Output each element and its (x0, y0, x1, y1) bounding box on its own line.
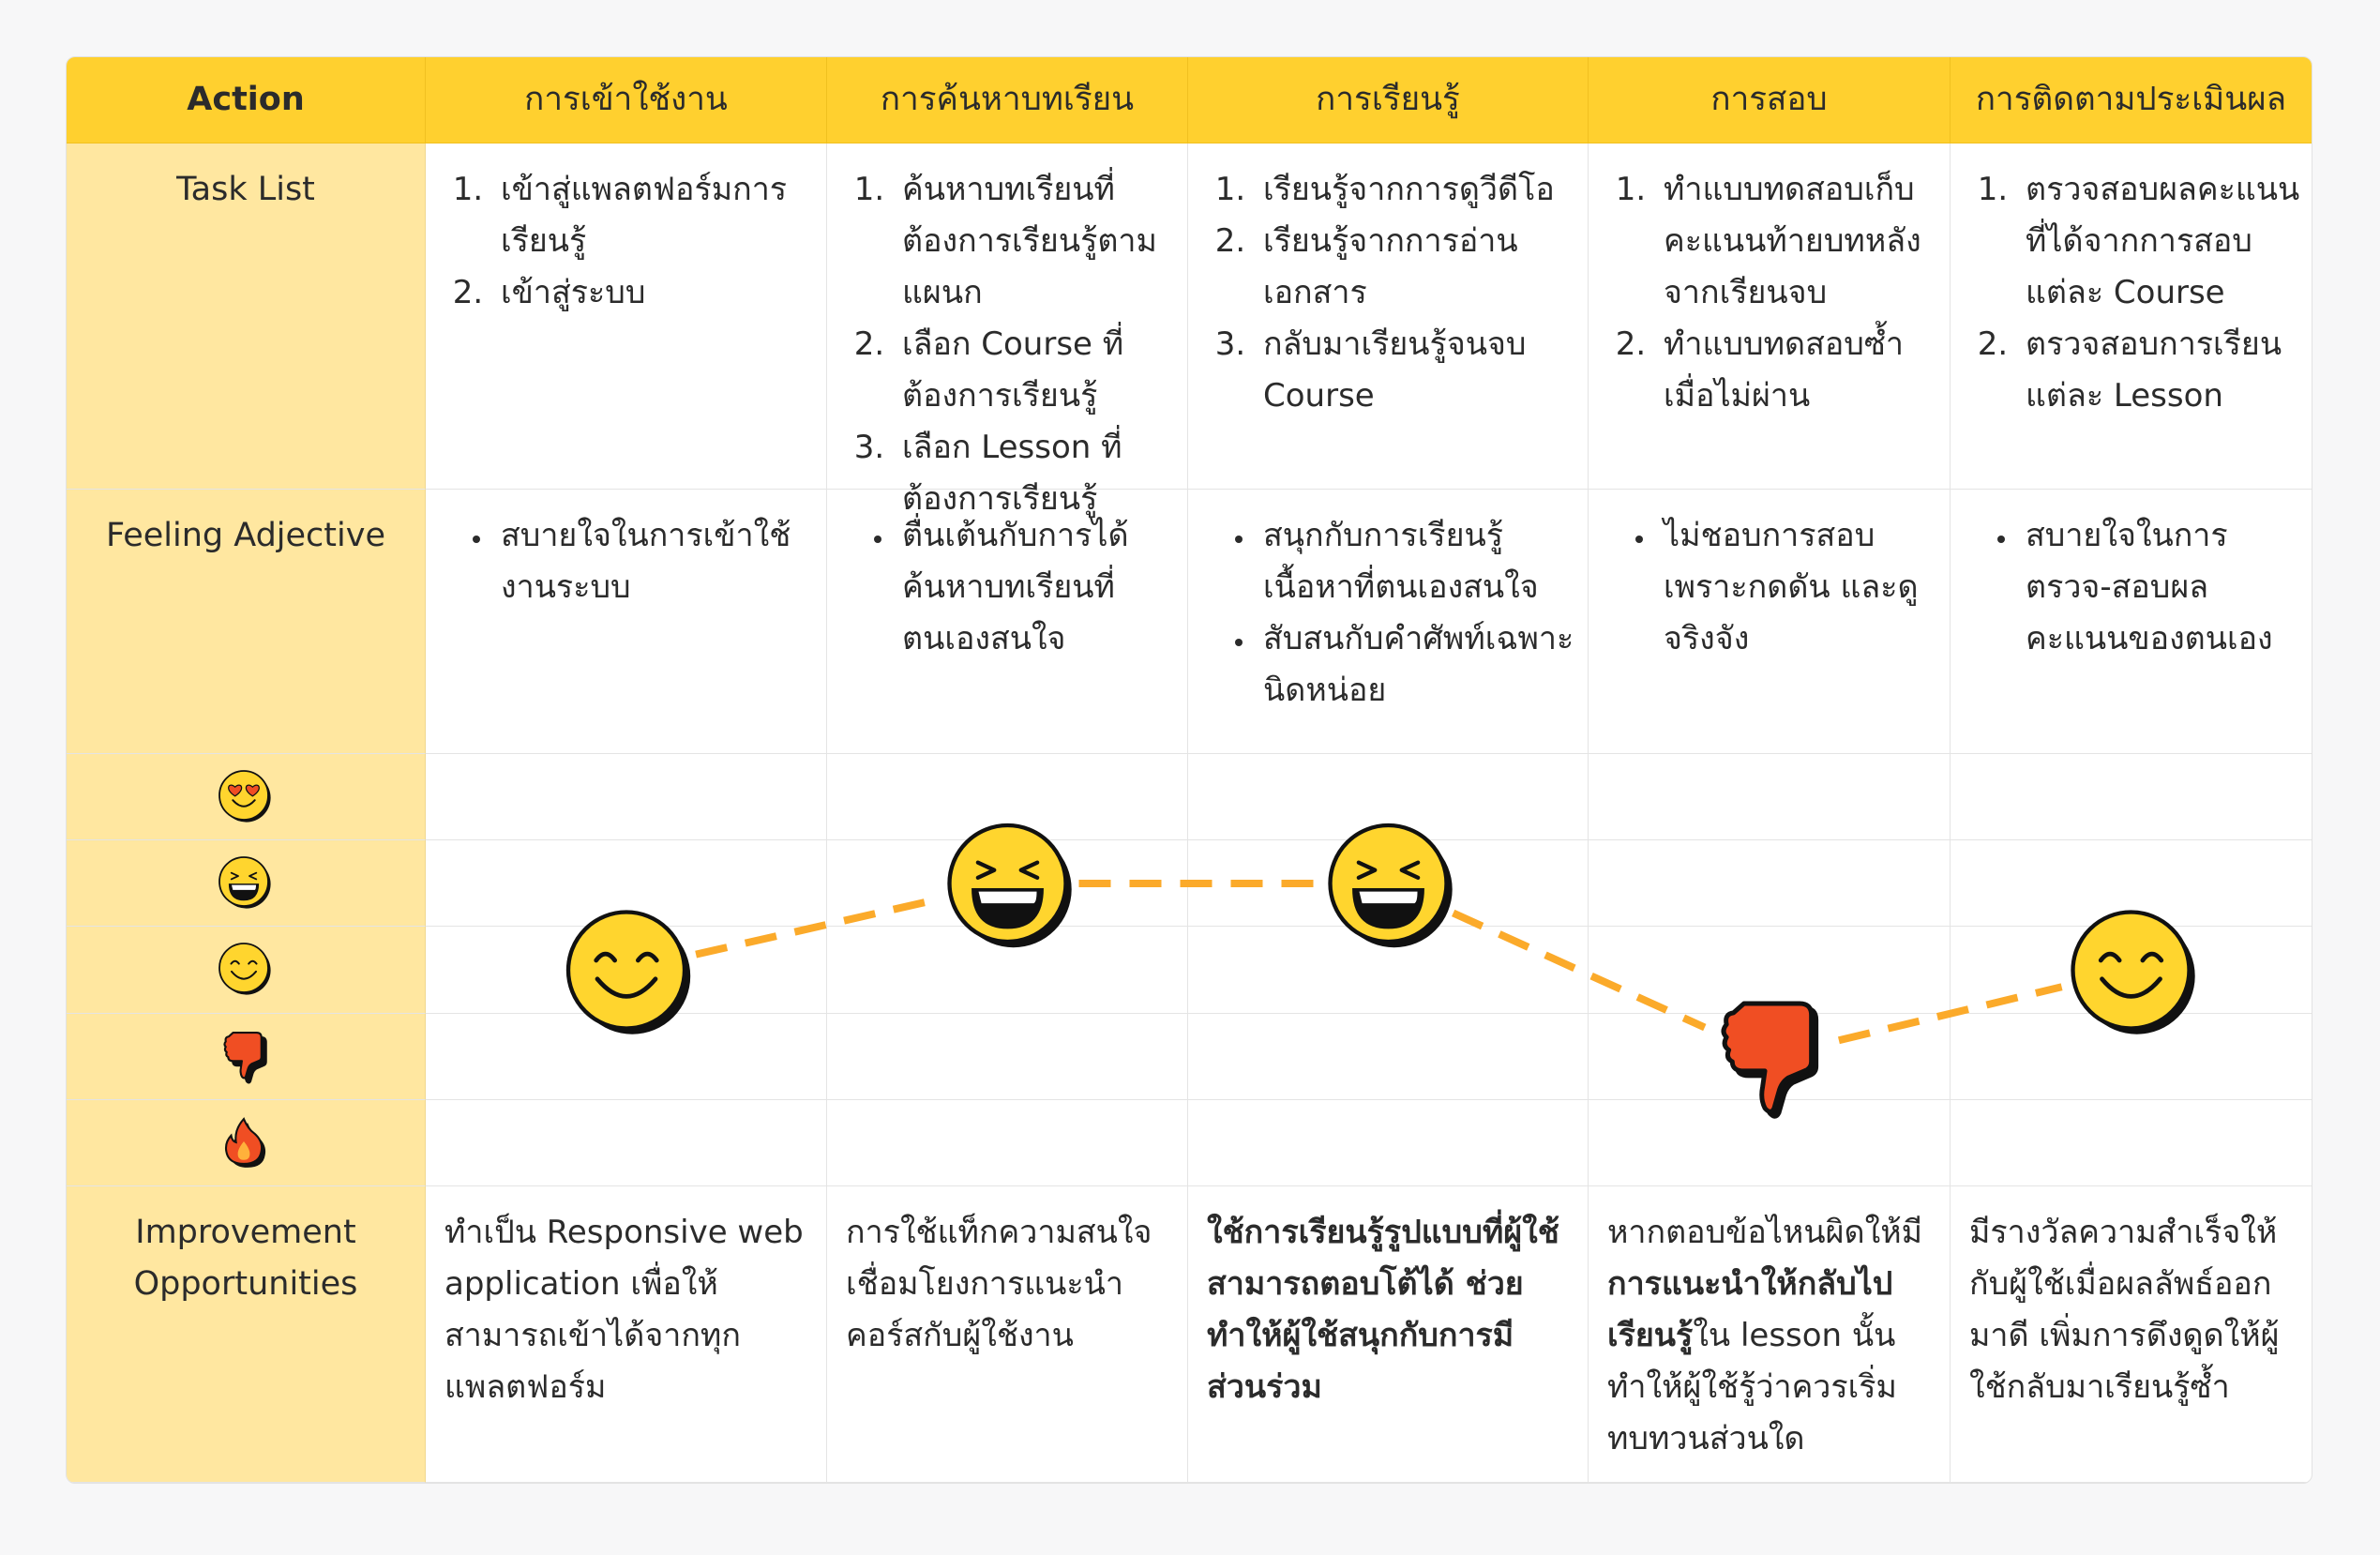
header-stage-2: การค้นหาบทเรียน (827, 57, 1188, 143)
task-item: เรียนรู้จากการอ่านเอกสาร (1256, 216, 1578, 319)
feeling-list: ไม่ชอบการสอบเพราะกดดัน และดูจริงจัง (1589, 490, 1950, 665)
improvement-text: ทำเป็น Responsive web application เพื่อใ… (444, 1214, 804, 1406)
task-list: ค้นหาบทเรียนที่ต้องการเรียนรู้ตามแผนกเลื… (827, 143, 1187, 525)
row-label-feeling: Feeling Adjective (67, 490, 426, 754)
fire-icon (224, 1116, 266, 1168)
improvement-text: ใช้การเรียนรู้รูปแบบที่ผู้ใช้สามารถตอบโต… (1207, 1214, 1559, 1406)
journey-grid: Action การเข้าใช้งาน การค้นหาบทเรียน การเรี… (67, 57, 2312, 1483)
emotion-grid-cell (426, 840, 827, 927)
emotion-grid-cell (426, 927, 827, 1014)
task-item: ตรวจสอบการเรียนแต่ละ Lesson (2018, 319, 2302, 422)
feeling-cell: ไม่ชอบการสอบเพราะกดดัน และดูจริงจัง (1589, 490, 1951, 754)
task-list-cell: เรียนรู้จากการดูวีดีโอเรียนรู้จากการอ่าน… (1188, 143, 1589, 490)
emotion-scale-heart-eyes (67, 754, 426, 840)
task-item: เลือก Course ที่ต้องการเรียนรู้ (895, 319, 1178, 422)
task-list-cell: ค้นหาบทเรียนที่ต้องการเรียนรู้ตามแผนกเลื… (827, 143, 1188, 518)
heart-eyes-icon (218, 769, 271, 823)
smiling-icon (218, 943, 271, 995)
improvement-text: การแนะนำให้กลับไปเรียนรู้ (1607, 1265, 1893, 1354)
row-label-task-list: Task List (67, 143, 426, 490)
task-list-cell: ตรวจสอบผลคะแนนที่ได้จากการสอบแต่ละ Cours… (1951, 143, 2312, 490)
feeling-item: สับสนกับคำศัพท์เฉพาะนิดหน่อย (1256, 613, 1578, 717)
emotion-grid-cell (1951, 1014, 2312, 1100)
feeling-item: สบายใจในการเข้าใช้งานระบบ (493, 510, 817, 613)
feeling-list: สบายใจในการเข้าใช้งานระบบ (426, 490, 826, 613)
emotion-grid-cell (1589, 1100, 1951, 1186)
improvement-text: หากตอบข้อไหนผิดให้มี (1607, 1214, 1923, 1251)
header-stage-1: การเข้าใช้งาน (426, 57, 827, 143)
task-item: ค้นหาบทเรียนที่ต้องการเรียนรู้ตามแผนก (895, 164, 1178, 319)
feeling-item: สบายใจในการตรวจ-สอบผลคะแนนของตนเอง (2018, 510, 2302, 665)
feeling-cell: ตื่นเต้นกับการได้ค้นหาบทเรียนที่ตนเองสนใ… (827, 490, 1188, 754)
thumbs-down-icon (223, 1031, 267, 1083)
task-item: เข้าสู่แพลตฟอร์มการเรียนรู้ (493, 164, 817, 267)
emotion-grid-cell (827, 1100, 1188, 1186)
emotion-grid-cell (1188, 754, 1589, 840)
emotion-grid-cell (426, 754, 827, 840)
emotion-scale-smiling (67, 927, 426, 1014)
emotion-grid-cell (827, 754, 1188, 840)
header-stage-3: การเรียนรู้ (1188, 57, 1589, 143)
emotion-grid-cell (1589, 1014, 1951, 1100)
header-stage-4: การสอบ (1589, 57, 1951, 143)
customer-journey-map: Action การเข้าใช้งาน การค้นหาบทเรียน การเรี… (66, 56, 2312, 1484)
task-list: ทำแบบทดสอบเก็บคะแนนท้ายบทหลังจากเรียนจบท… (1589, 143, 1950, 422)
emotion-grid-cell (827, 1014, 1188, 1100)
task-list-cell: ทำแบบทดสอบเก็บคะแนนท้ายบทหลังจากเรียนจบท… (1589, 143, 1951, 490)
emotion-grid-cell (1188, 840, 1589, 927)
feeling-list: สบายใจในการตรวจ-สอบผลคะแนนของตนเอง (1951, 490, 2312, 665)
task-list: เรียนรู้จากการดูวีดีโอเรียนรู้จากการอ่าน… (1188, 143, 1588, 422)
emotion-scale-fire (67, 1100, 426, 1186)
feeling-list: สนุกกับการเรียนรู้เนื้อหาที่ตนเองสนใจสับ… (1188, 490, 1588, 717)
emotion-grid-cell (827, 840, 1188, 927)
feeling-cell: สบายใจในการเข้าใช้งานระบบ (426, 490, 827, 754)
header-stage-5: การติดตามประเมินผล (1951, 57, 2312, 143)
improvement-cell: มีรางวัลความสำเร็จให้กับผู้ใช้เมื่อผลลัพ… (1951, 1186, 2312, 1483)
improvement-text: การใช้แท็กความสนใจเชื่อมโยงการแนะนำคอร์ส… (846, 1214, 1152, 1354)
emotion-grid-cell (1188, 927, 1589, 1014)
task-item: กลับมาเรียนรู้จนจบ Course (1256, 319, 1578, 422)
feeling-item: ตื่นเต้นกับการได้ค้นหาบทเรียนที่ตนเองสนใ… (895, 510, 1178, 665)
laughing-icon (218, 855, 271, 909)
emotion-grid-cell (1951, 1100, 2312, 1186)
emotion-grid-cell (1951, 927, 2312, 1014)
emotion-grid-cell (827, 927, 1188, 1014)
emotion-scale-laughing (67, 840, 426, 927)
feeling-cell: สนุกกับการเรียนรู้เนื้อหาที่ตนเองสนใจสับ… (1188, 490, 1589, 754)
task-item: ตรวจสอบผลคะแนนที่ได้จากการสอบแต่ละ Cours… (2018, 164, 2302, 319)
emotion-grid-cell (1188, 1100, 1589, 1186)
improvement-text: มีรางวัลความสำเร็จให้กับผู้ใช้เมื่อผลลัพ… (1969, 1214, 2280, 1406)
improvement-text: ใน lesson นั้น ทำให้ผู้ใช้รู้ว่าควรเริ่ม… (1607, 1317, 1897, 1457)
task-item: เลือก Lesson ที่ต้องการเรียนรู้ (895, 422, 1178, 525)
emotion-grid-cell (1188, 1014, 1589, 1100)
task-list: ตรวจสอบผลคะแนนที่ได้จากการสอบแต่ละ Cours… (1951, 143, 2312, 422)
task-list-cell: เข้าสู่แพลตฟอร์มการเรียนรู้เข้าสู่ระบบ (426, 143, 827, 490)
header-action: Action (67, 57, 426, 143)
feeling-item: สนุกกับการเรียนรู้เนื้อหาที่ตนเองสนใจ (1256, 510, 1578, 613)
task-list: เข้าสู่แพลตฟอร์มการเรียนรู้เข้าสู่ระบบ (426, 143, 826, 319)
emotion-grid-cell (426, 1014, 827, 1100)
task-item: ทำแบบทดสอบเก็บคะแนนท้ายบทหลังจากเรียนจบ (1656, 164, 1940, 319)
emotion-grid-cell (1589, 754, 1951, 840)
emotion-grid-cell (1951, 840, 2312, 927)
emotion-grid-cell (426, 1100, 827, 1186)
task-item: เรียนรู้จากการดูวีดีโอ (1256, 164, 1578, 216)
improvement-cell: ทำเป็น Responsive web application เพื่อใ… (426, 1186, 827, 1483)
feeling-item: ไม่ชอบการสอบเพราะกดดัน และดูจริงจัง (1656, 510, 1940, 665)
emotion-grid-cell (1589, 927, 1951, 1014)
improvement-cell: การใช้แท็กความสนใจเชื่อมโยงการแนะนำคอร์ส… (827, 1186, 1188, 1483)
emotion-grid-cell (1589, 840, 1951, 927)
task-item: ทำแบบทดสอบซ้ำเมื่อไม่ผ่าน (1656, 319, 1940, 422)
emotion-grid-cell (1951, 754, 2312, 840)
improvement-cell: ใช้การเรียนรู้รูปแบบที่ผู้ใช้สามารถตอบโต… (1188, 1186, 1589, 1483)
emotion-scale-thumbs-down (67, 1014, 426, 1100)
feeling-cell: สบายใจในการตรวจ-สอบผลคะแนนของตนเอง (1951, 490, 2312, 754)
row-label-improvement: Improvement Opportunities (67, 1186, 426, 1483)
feeling-list: ตื่นเต้นกับการได้ค้นหาบทเรียนที่ตนเองสนใ… (827, 490, 1187, 665)
task-item: เข้าสู่ระบบ (493, 267, 817, 319)
improvement-cell: หากตอบข้อไหนผิดให้มี การแนะนำให้กลับไปเร… (1589, 1186, 1951, 1483)
